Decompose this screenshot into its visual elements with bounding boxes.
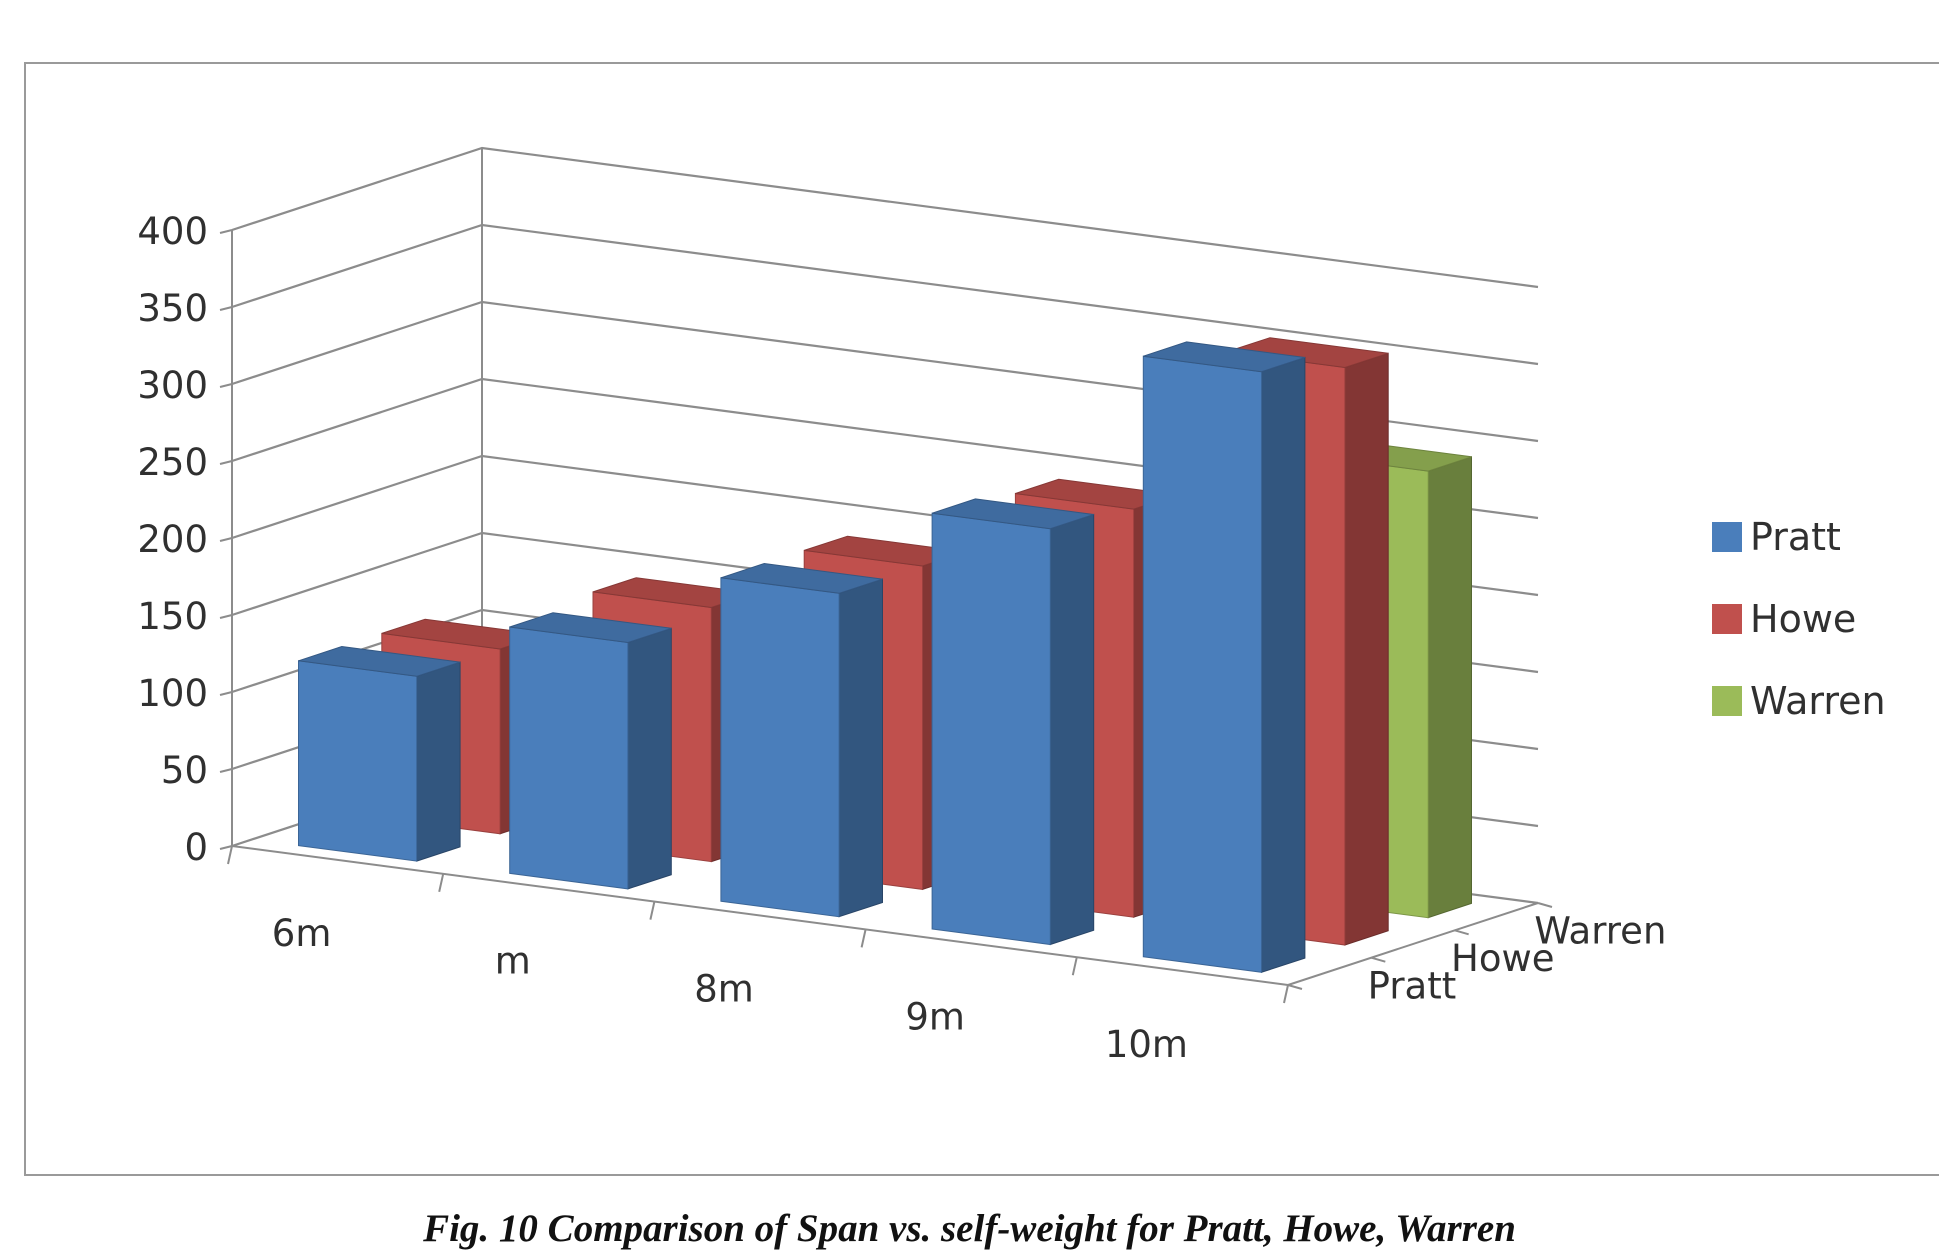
bar-front	[1142, 355, 1262, 973]
depth-tick-mark	[1454, 929, 1469, 936]
y-tick-mark	[219, 460, 233, 465]
x-tick-mark	[860, 929, 867, 948]
y-tick-mark	[219, 691, 233, 696]
bar-side	[838, 578, 883, 918]
y-tick-label: 50	[161, 749, 208, 792]
x-axis-line	[231, 845, 1289, 986]
legend-label-pratt: Pratt	[1750, 515, 1841, 559]
bar-top	[298, 645, 461, 677]
bar-side	[627, 627, 672, 890]
bar-top	[1226, 337, 1389, 369]
bar-side	[1261, 356, 1306, 973]
legend: Pratt Howe Warren	[1712, 515, 1886, 723]
bar-front	[720, 577, 840, 918]
y-tick-label: 300	[137, 364, 208, 407]
x-tick-mark	[438, 873, 445, 893]
bar-side	[1049, 513, 1095, 946]
legend-swatch-warren	[1712, 686, 1742, 716]
gridline	[231, 146, 1539, 289]
y-tick-label: 200	[137, 518, 208, 561]
depth-tick-mark	[1371, 956, 1386, 963]
bar-front	[509, 626, 629, 890]
bar-pratt-9m	[931, 498, 1095, 946]
legend-swatch-pratt	[1712, 522, 1742, 552]
series-axis-label: Warren	[1534, 910, 1666, 953]
depth-tick-mark	[1537, 902, 1553, 908]
bars	[298, 337, 1472, 973]
bar-pratt-8m	[720, 562, 883, 918]
y-tick-label: 100	[137, 672, 208, 715]
bar-side	[416, 661, 461, 862]
depth-tick-mark	[1287, 984, 1303, 990]
y-tick-mark	[219, 383, 233, 388]
x-tick-label: 9m	[905, 995, 965, 1038]
axes	[219, 148, 1553, 1004]
bar-pratt-6m	[298, 645, 461, 862]
depth-axis-line	[1287, 902, 1539, 986]
x-tick-label: m	[495, 940, 531, 983]
x-tick-mark	[1071, 956, 1078, 976]
x-tick-label: 6m	[272, 912, 332, 955]
gridline	[231, 223, 1539, 366]
tick-labels: 0 50 100 150 200 250 300 350 400 6m m 8m 9m 10m PrattH…	[137, 210, 1666, 1066]
bar-pratt-m	[509, 612, 672, 890]
legend-label-warren: Warren	[1750, 679, 1886, 723]
bar-pratt-10m	[1142, 341, 1306, 973]
bar-side	[1427, 456, 1472, 919]
series-axis-label: Pratt	[1368, 964, 1457, 1007]
y-tick-mark	[219, 614, 233, 619]
y-tick-label: 150	[137, 595, 208, 638]
legend-label-howe: Howe	[1750, 597, 1856, 641]
bar-top	[1143, 341, 1306, 373]
x-tick-mark	[1283, 984, 1289, 1004]
bar-top	[931, 498, 1094, 530]
y-tick-mark	[219, 768, 233, 773]
y-tick-mark	[219, 537, 233, 542]
y-tick-label: 350	[137, 287, 208, 330]
bar-front	[931, 512, 1051, 946]
y-tick-mark	[219, 306, 233, 311]
x-tick-mark	[227, 845, 233, 865]
bar-side	[1344, 352, 1389, 946]
y-tick-mark	[219, 229, 233, 234]
legend-swatch-howe	[1712, 604, 1742, 634]
bar-top	[509, 612, 672, 644]
y-tick-mark	[219, 845, 233, 850]
y-tick-label: 0	[184, 826, 208, 869]
y-tick-label: 250	[137, 441, 208, 484]
y-tick-label: 400	[137, 210, 208, 253]
figure-caption: Fig. 10 Comparison of Span vs. self-weig…	[423, 1207, 1516, 1250]
x-tick-mark	[649, 901, 656, 920]
bar-front	[298, 660, 418, 862]
bar-top	[720, 562, 883, 594]
series-axis-label: Howe	[1451, 937, 1554, 980]
x-tick-label: 8m	[694, 968, 754, 1011]
x-tick-label: 10m	[1105, 1023, 1188, 1066]
